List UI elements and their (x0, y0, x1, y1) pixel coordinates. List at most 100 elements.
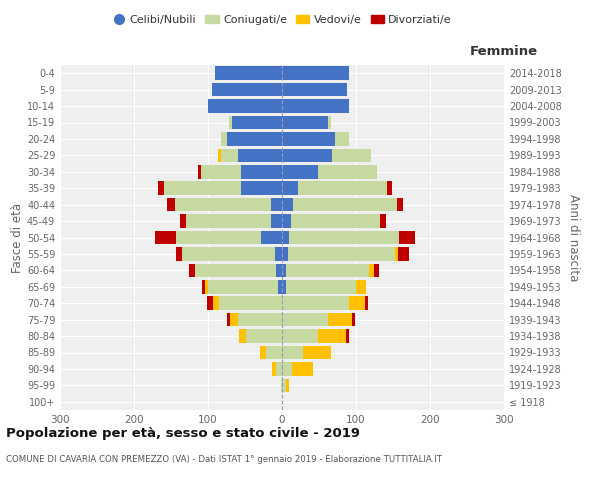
Bar (276, 362, 282, 376)
Legend: Celibi/Nubili, Coniugati/e, Vedovi/e, Divorziati/e: Celibi/Nubili, Coniugati/e, Vedovi/e, Di… (107, 10, 457, 29)
Bar (219, 296, 282, 310)
Bar (271, 198, 282, 211)
Bar (176, 231, 261, 244)
Bar (241, 182, 282, 195)
Bar (194, 264, 276, 277)
Bar (227, 313, 230, 326)
Bar (288, 247, 395, 260)
Bar (213, 296, 219, 310)
Bar (238, 313, 282, 326)
Bar (374, 264, 379, 277)
Bar (282, 280, 286, 293)
Bar (282, 165, 317, 178)
Bar (238, 148, 282, 162)
Text: COMUNE DI CAVARIA CON PREMEZZO (VA) - Dati ISTAT 1° gennaio 2019 - Elaborazione : COMUNE DI CAVARIA CON PREMEZZO (VA) - Da… (6, 455, 442, 464)
Bar (282, 296, 349, 310)
Bar (229, 116, 232, 129)
Bar (227, 132, 282, 145)
Bar (164, 182, 241, 195)
Bar (208, 100, 282, 113)
Bar (317, 165, 377, 178)
Bar (272, 362, 276, 376)
Bar (356, 280, 367, 293)
Bar (282, 132, 335, 145)
Bar (260, 346, 266, 359)
Y-axis label: Fasce di età: Fasce di età (11, 202, 24, 272)
Bar (281, 378, 282, 392)
Bar (155, 231, 176, 244)
Bar (282, 148, 332, 162)
Bar (328, 116, 331, 129)
Bar (200, 165, 241, 178)
Bar (399, 231, 415, 244)
Bar (205, 280, 208, 293)
Bar (180, 214, 186, 228)
Bar (289, 231, 399, 244)
Bar (293, 198, 397, 211)
Bar (215, 66, 282, 80)
Bar (176, 247, 182, 260)
Bar (282, 313, 328, 326)
Bar (365, 296, 368, 310)
Bar (286, 264, 368, 277)
Bar (278, 280, 282, 293)
Bar (266, 346, 282, 359)
Bar (291, 214, 380, 228)
Bar (261, 231, 282, 244)
Bar (276, 264, 282, 277)
Bar (282, 330, 317, 343)
Bar (282, 182, 298, 195)
Bar (298, 182, 387, 195)
Bar (282, 346, 303, 359)
Bar (212, 83, 282, 96)
Bar (218, 148, 221, 162)
Bar (197, 165, 200, 178)
Bar (286, 280, 356, 293)
Bar (247, 330, 282, 343)
Bar (241, 165, 282, 178)
Bar (368, 264, 374, 277)
Bar (282, 116, 328, 129)
Bar (282, 264, 286, 277)
Bar (221, 148, 238, 162)
Bar (303, 346, 331, 359)
Bar (286, 378, 289, 392)
Y-axis label: Anni di nascita: Anni di nascita (567, 194, 580, 281)
Bar (282, 100, 349, 113)
Bar (207, 296, 213, 310)
Bar (292, 362, 313, 376)
Text: Popolazione per età, sesso e stato civile - 2019: Popolazione per età, sesso e stato civil… (6, 428, 360, 440)
Bar (221, 132, 227, 145)
Bar (167, 198, 175, 211)
Bar (352, 313, 355, 326)
Bar (239, 330, 247, 343)
Bar (232, 116, 282, 129)
Bar (158, 182, 164, 195)
Bar (387, 182, 392, 195)
Bar (230, 313, 238, 326)
Bar (335, 132, 349, 145)
Bar (208, 280, 278, 293)
Bar (175, 198, 271, 211)
Bar (282, 378, 286, 392)
Bar (397, 198, 403, 211)
Bar (282, 83, 347, 96)
Bar (398, 247, 409, 260)
Bar (189, 264, 194, 277)
Bar (282, 66, 349, 80)
Bar (282, 247, 288, 260)
Bar (346, 330, 349, 343)
Text: Femmine: Femmine (470, 45, 538, 58)
Bar (186, 214, 271, 228)
Bar (328, 313, 352, 326)
Bar (202, 280, 205, 293)
Bar (282, 198, 293, 211)
Bar (317, 330, 346, 343)
Bar (332, 148, 371, 162)
Bar (282, 214, 291, 228)
Bar (380, 214, 386, 228)
Bar (282, 362, 292, 376)
Bar (271, 214, 282, 228)
Bar (395, 247, 398, 260)
Bar (282, 231, 289, 244)
